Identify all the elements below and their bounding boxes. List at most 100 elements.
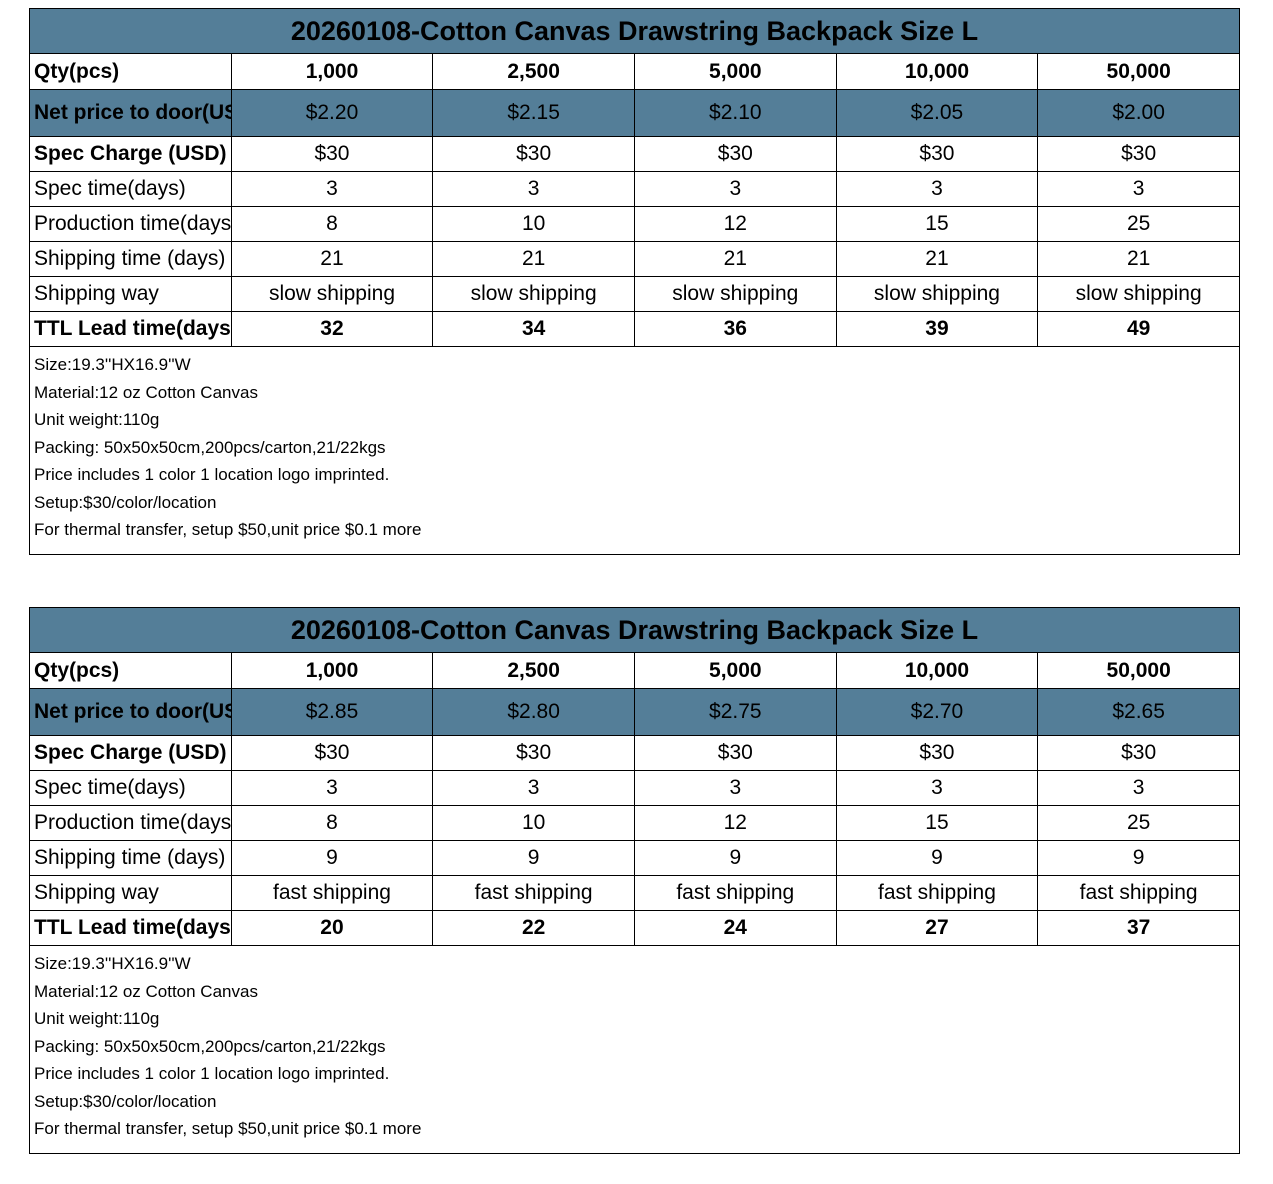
cell-value: 21	[633, 241, 837, 277]
table-row: Production time(days) 8 10 12 15 25	[29, 805, 1240, 841]
row-label: Spec Charge (USD)	[29, 136, 232, 172]
cell-value: 22	[432, 910, 635, 946]
cell-value: 21	[1037, 241, 1240, 277]
cell-value: 9	[1037, 840, 1240, 876]
table-title: 20260108-Cotton Canvas Drawstring Backpa…	[29, 607, 1240, 653]
cell-value: $2.70	[835, 688, 1039, 736]
note-line: Packing: 50x50x50cm,200pcs/carton,21/22k…	[34, 437, 386, 457]
row-label: Qty(pcs)	[29, 53, 232, 90]
table-row: Net price to door(USD/pc)$2.20$2.15$2.10…	[29, 89, 1240, 137]
cell-value: 3	[230, 770, 434, 806]
cell-value: 3	[432, 770, 635, 806]
note-line: For thermal transfer, setup $50,unit pri…	[34, 520, 422, 539]
note-line: Unit weight:110g	[34, 410, 160, 429]
table-row: Spec time(days) 3 3 3 3 3	[29, 171, 1240, 207]
cell-value: $2.10	[633, 89, 837, 137]
table-row: Production time(days) 8 10 12 15 25	[29, 206, 1240, 242]
cell-value: $30	[1037, 735, 1240, 771]
cell-value: $30	[230, 136, 434, 172]
cell-value: 3	[633, 770, 837, 806]
cell-value: $2.85	[230, 688, 434, 736]
table-row: Spec time(days) 3 3 3 3 3	[29, 770, 1240, 806]
cell-value: 12	[633, 206, 837, 242]
cell-value: 8	[230, 805, 434, 841]
row-label: Net price to door(USD/pc)	[29, 688, 232, 736]
table-row: Shipping way slow shipping slow shipping sl…	[29, 276, 1240, 312]
cell-value: 39	[835, 311, 1039, 347]
cell-value: $2.80	[432, 688, 635, 736]
table-row: Spec Charge (USD) $30 $30 $30 $30 $30	[29, 136, 1240, 172]
cell-value: slow shipping	[230, 276, 434, 312]
cell-value: slow shipping	[633, 276, 837, 312]
row-label: Production time(days)	[29, 206, 232, 242]
cell-value: $30	[633, 735, 837, 771]
row-label: Shipping time (days)	[29, 840, 232, 876]
row-label: Production time(days)	[29, 805, 232, 841]
cell-value: $30	[835, 735, 1039, 771]
cell-value: 34	[432, 311, 635, 347]
cell-value: 15	[835, 206, 1039, 242]
note-line: Unit weight:110g	[34, 1009, 160, 1028]
cell-value: $2.15	[432, 89, 635, 137]
cell-value: $2.75	[633, 688, 837, 736]
cell-value: 5,000	[633, 652, 837, 689]
table-row: TTL Lead time(days) 20 22 24 27 37	[29, 910, 1240, 946]
note-line: For thermal transfer, setup $50,unit pri…	[34, 1119, 422, 1138]
cell-value: $2.20	[230, 89, 434, 137]
cell-value: fast shipping	[835, 875, 1039, 911]
cell-value: $30	[633, 136, 837, 172]
cell-value: 10,000	[835, 53, 1039, 90]
cell-value: 50,000	[1037, 652, 1240, 689]
cell-value: 9	[432, 840, 635, 876]
cell-value: $30	[835, 136, 1039, 172]
table-row: Spec Charge (USD) $30 $30 $30 $30 $30	[29, 735, 1240, 771]
row-label: TTL Lead time(days)	[29, 311, 232, 347]
note-line: Price includes 1 color 1 location logo i…	[34, 465, 390, 484]
cell-value: 27	[835, 910, 1039, 946]
cell-value: 25	[1037, 206, 1240, 242]
cell-value: 37	[1037, 910, 1240, 946]
note-line: Price includes 1 color 1 location logo i…	[34, 1064, 390, 1083]
note-line: Setup:$30/color/location	[34, 1091, 217, 1111]
note-line: Material:12 oz Cotton Canvas	[34, 981, 258, 1001]
cell-value: $30	[432, 735, 635, 771]
table-row: Shipping time (days) 9 9 9 9 9	[29, 840, 1240, 876]
cell-value: 36	[633, 311, 837, 347]
cell-value: 10	[432, 206, 635, 242]
cell-value: slow shipping	[835, 276, 1039, 312]
price-table: 20260108-Cotton Canvas Drawstring Backpa…	[29, 8, 1240, 347]
cell-value: 3	[432, 171, 635, 207]
cell-value: 1,000	[230, 652, 434, 689]
cell-value: 3	[1037, 171, 1240, 207]
cell-value: fast shipping	[1037, 875, 1240, 911]
row-label: Spec time(days)	[29, 171, 232, 207]
note-line: Packing: 50x50x50cm,200pcs/carton,21/22k…	[34, 1036, 386, 1056]
cell-value: 3	[633, 171, 837, 207]
row-label: Shipping time (days)	[29, 241, 232, 277]
table-row: TTL Lead time(days) 32 34 36 39 49	[29, 311, 1240, 347]
table-title: 20260108-Cotton Canvas Drawstring Backpa…	[29, 8, 1240, 54]
cell-value: $30	[230, 735, 434, 771]
cell-value: 3	[1037, 770, 1240, 806]
cell-value: 3	[230, 171, 434, 207]
table-row: Shipping time (days) 21 21 21 21 21	[29, 241, 1240, 277]
row-label: Net price to door(USD/pc)	[29, 89, 232, 137]
row-label: Spec Charge (USD)	[29, 735, 232, 771]
cell-value: 2,500	[432, 53, 635, 90]
cell-value: fast shipping	[230, 875, 434, 911]
cell-value: 50,000	[1037, 53, 1240, 90]
cell-value: 9	[835, 840, 1039, 876]
row-label: Shipping way	[29, 276, 232, 312]
cell-value: 10	[432, 805, 635, 841]
note-line: Material:12 oz Cotton Canvas	[34, 382, 258, 402]
row-label: Spec time(days)	[29, 770, 232, 806]
table-row: Qty(pcs) 1,000 2,500 5,000 10,000 50,000	[29, 652, 1240, 689]
cell-value: 8	[230, 206, 434, 242]
cell-value: 21	[432, 241, 635, 277]
cell-value: 3	[835, 770, 1039, 806]
quote-table-1: 20260108-Cotton Canvas Drawstring Backpa…	[29, 8, 1240, 555]
price-table: 20260108-Cotton Canvas Drawstring Backpa…	[29, 607, 1240, 946]
cell-value: 32	[230, 311, 434, 347]
cell-value: fast shipping	[432, 875, 635, 911]
cell-value: 21	[230, 241, 434, 277]
